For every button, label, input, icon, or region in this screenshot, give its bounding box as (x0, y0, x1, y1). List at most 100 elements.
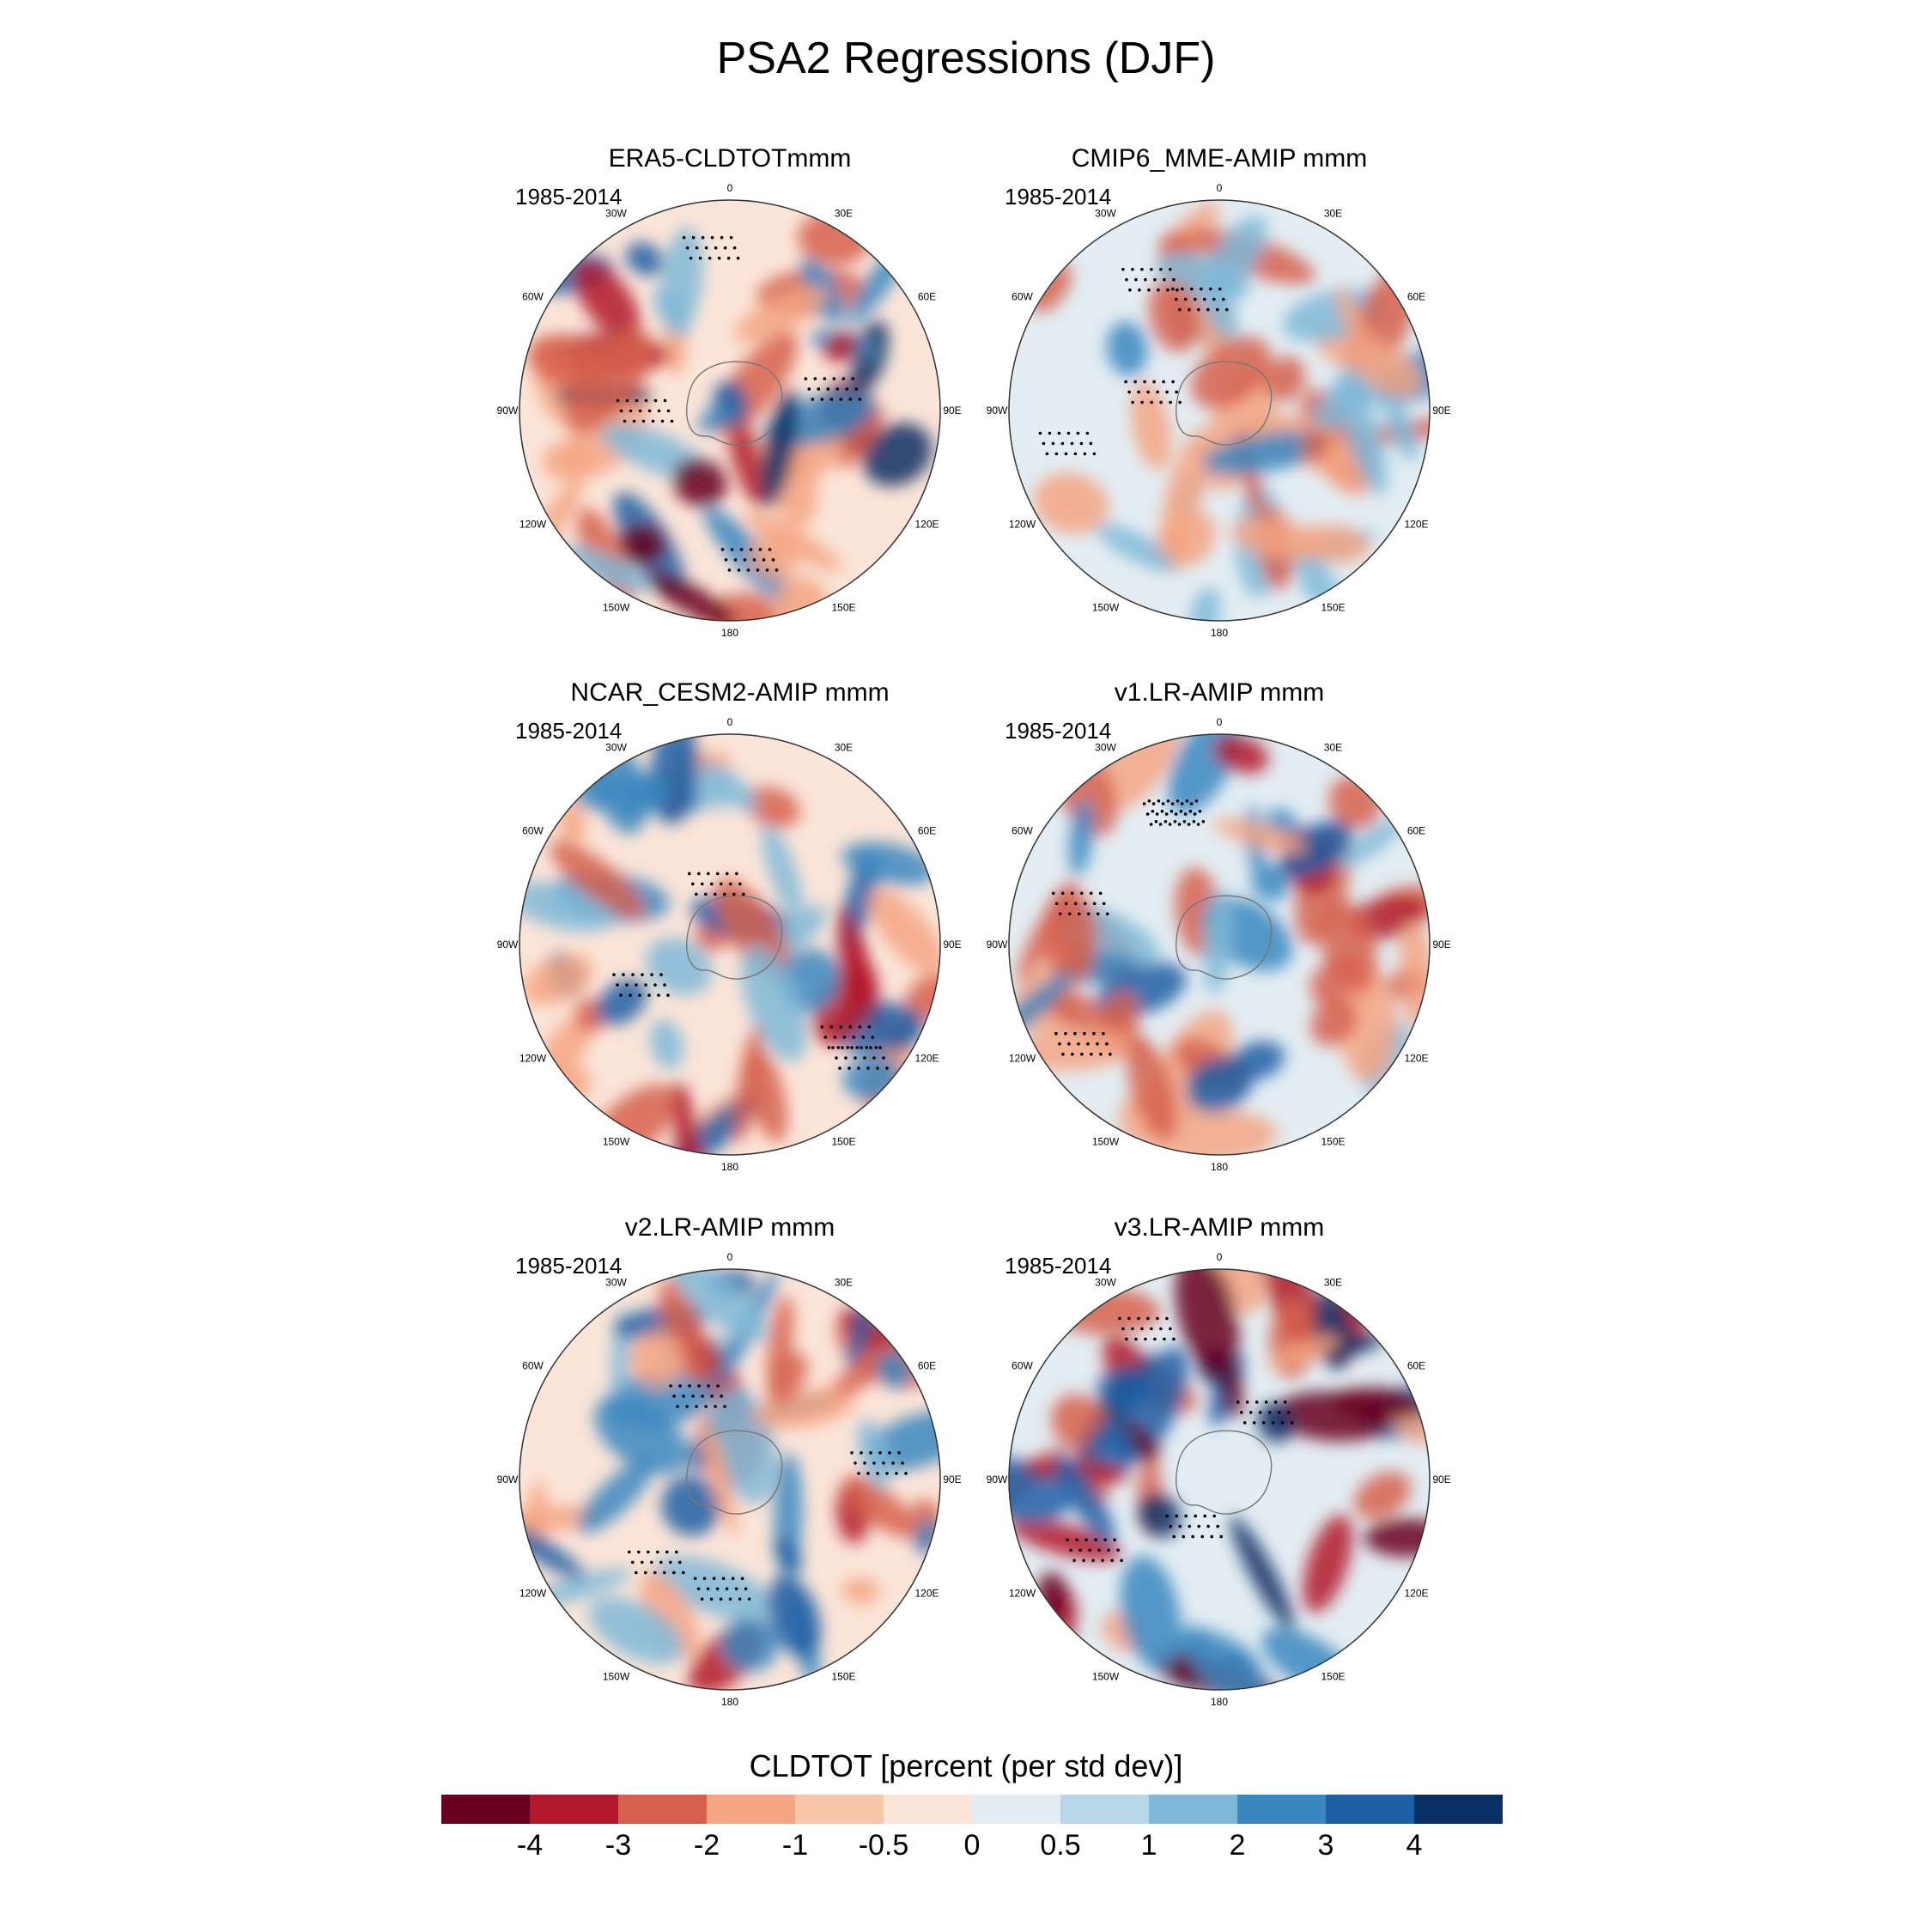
significance-dot (744, 1587, 748, 1591)
significance-dot (669, 1384, 672, 1388)
panel-title: CMIP6_MME-AMIP mmm (1071, 144, 1368, 173)
significance-dot (1178, 400, 1182, 404)
colorbar-box (1060, 1795, 1149, 1824)
significance-dot (653, 398, 658, 403)
significance-dot (1097, 1548, 1101, 1552)
longitude-label: 60E (1407, 825, 1425, 837)
significance-dot (697, 872, 701, 876)
longitude-label: 120W (1009, 1053, 1036, 1065)
significance-dot (1101, 1558, 1104, 1563)
significance-dot (1131, 267, 1134, 271)
significance-dot (1249, 1411, 1253, 1414)
anomaly-field (1033, 472, 1109, 534)
longitude-label: 60E (1407, 291, 1425, 303)
significance-dot (666, 993, 670, 997)
longitude-label: 0 (727, 1251, 733, 1263)
significance-dot (1131, 1327, 1134, 1331)
significance-dot (1171, 287, 1175, 291)
significance-dot (1216, 1524, 1219, 1528)
significance-dot (631, 1560, 635, 1564)
significance-dot (696, 1587, 701, 1591)
significance-dot (1166, 799, 1170, 803)
map-panel-cesm2: NCAR_CESM2-AMIP mmm 1985-2014 0 30E 60E 90E… (489, 678, 970, 1194)
significance-dot (650, 973, 653, 976)
significance-dot (716, 872, 720, 876)
anomaly-field (1127, 1036, 1177, 1140)
significance-dot (867, 1025, 872, 1029)
colorbar-box (795, 1795, 884, 1824)
longitude-label: 30W (1095, 1277, 1116, 1289)
significance-dot (1054, 902, 1059, 906)
anomaly-field (1382, 393, 1419, 462)
anomaly-field (720, 1617, 779, 1672)
longitude-label: 120W (519, 519, 547, 531)
significance-dot (857, 1472, 860, 1475)
significance-dot (1131, 400, 1134, 404)
significance-dot (860, 1046, 863, 1049)
polar-map: 0 30E 60E 90E 120E 150E 180 150W 120W 90W 60W 30W (497, 716, 962, 1173)
longitude-label: 0 (1217, 716, 1223, 728)
longitude-label: 60W (522, 1360, 544, 1372)
anomaly-field (745, 1047, 787, 1143)
significance-dot (1206, 1524, 1210, 1528)
significance-dot (623, 419, 627, 423)
significance-dot (1083, 902, 1087, 906)
significance-dot (1150, 400, 1153, 404)
anomaly-field (1009, 1518, 1122, 1562)
significance-dot (1169, 267, 1172, 271)
significance-dot (1069, 1548, 1072, 1552)
significance-dot (1163, 820, 1168, 823)
significance-dot (1200, 1534, 1204, 1539)
significance-dot (1160, 810, 1164, 813)
anomaly-field (1191, 336, 1272, 409)
significance-dot (1222, 297, 1225, 301)
significance-dot (653, 983, 657, 987)
significance-dot (657, 993, 660, 997)
significance-dot (1197, 1524, 1200, 1528)
anomaly-field (767, 1575, 822, 1658)
significance-dot (1169, 1524, 1172, 1528)
colorbar-tick-label: -3 (605, 1829, 632, 1862)
longitude-label: 90W (987, 1473, 1008, 1485)
anomaly-field (1175, 1269, 1240, 1376)
significance-dot (768, 548, 772, 551)
significance-dot (1121, 267, 1125, 271)
significance-dot (1158, 823, 1163, 826)
significance-dot (1145, 812, 1150, 816)
significance-dot (1045, 452, 1049, 456)
anomaly-field (669, 1269, 768, 1342)
significance-dot (1156, 390, 1159, 394)
longitude-label: 0 (1217, 182, 1223, 194)
significance-dot (1077, 912, 1081, 916)
significance-dot (858, 398, 862, 401)
longitude-label: 60W (1012, 291, 1033, 303)
significance-dot (708, 256, 712, 260)
significance-dot (848, 398, 853, 401)
anomaly-field (671, 1081, 704, 1155)
longitude-label: 150W (1092, 602, 1120, 614)
significance-dot (665, 1550, 669, 1554)
colorbar-box (1326, 1795, 1414, 1824)
significance-dot (732, 892, 736, 896)
longitude-label: 90W (987, 404, 1008, 416)
map-border (1008, 733, 1431, 1156)
panel-title: v3.LR-AMIP mmm (1114, 1213, 1325, 1242)
significance-dot (869, 1046, 872, 1049)
significance-dot (1189, 802, 1194, 805)
significance-dot (1089, 891, 1093, 896)
anomaly-field (1213, 817, 1308, 854)
significance-dot (1144, 1337, 1147, 1341)
significance-dot (838, 1066, 841, 1070)
longitude-label: 120W (1009, 1588, 1036, 1600)
significance-dot (1118, 1316, 1121, 1321)
polar-map: 0 30E 60E 90E 120E 150E 180 150W 120W 90W 60W 30W (987, 182, 1451, 639)
significance-dot (1092, 902, 1097, 906)
longitude-label: 30E (835, 208, 853, 220)
significance-dot (861, 1036, 866, 1039)
significance-dot (1216, 307, 1219, 312)
significance-dot (1187, 823, 1191, 826)
significance-dot (1105, 912, 1109, 916)
significance-dot (1165, 1514, 1169, 1518)
significance-dot (704, 1405, 708, 1408)
significance-dot (723, 246, 727, 250)
